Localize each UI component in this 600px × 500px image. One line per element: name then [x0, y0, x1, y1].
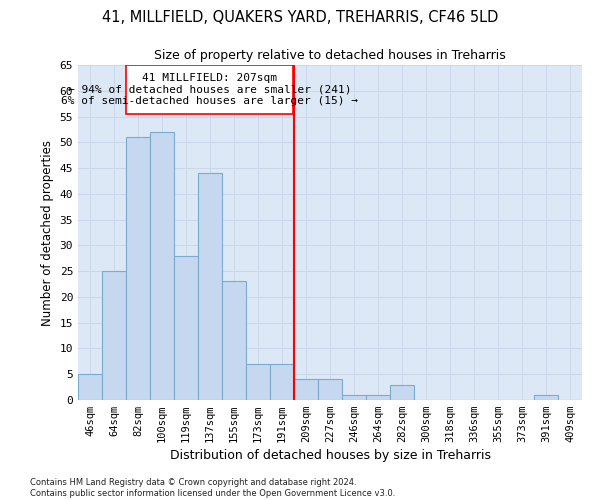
Bar [366, 395, 390, 400]
Bar [246, 364, 270, 400]
Bar [534, 395, 558, 400]
Bar [150, 132, 174, 400]
Bar [294, 380, 318, 400]
Y-axis label: Number of detached properties: Number of detached properties [41, 140, 54, 326]
Bar [126, 137, 150, 400]
Bar [270, 364, 294, 400]
Bar [318, 380, 342, 400]
Title: Size of property relative to detached houses in Treharris: Size of property relative to detached ho… [154, 50, 506, 62]
Text: 41 MILLFIELD: 207sqm
← 94% of detached houses are smaller (241)
6% of semi-detac: 41 MILLFIELD: 207sqm ← 94% of detached h… [61, 73, 358, 106]
Bar [102, 271, 126, 400]
Bar [342, 395, 366, 400]
Bar [390, 384, 414, 400]
Text: Contains HM Land Registry data © Crown copyright and database right 2024.
Contai: Contains HM Land Registry data © Crown c… [30, 478, 395, 498]
Bar [78, 374, 102, 400]
Text: 41, MILLFIELD, QUAKERS YARD, TREHARRIS, CF46 5LD: 41, MILLFIELD, QUAKERS YARD, TREHARRIS, … [102, 10, 498, 25]
Bar [174, 256, 198, 400]
Bar [222, 282, 246, 400]
Bar [198, 173, 222, 400]
Bar [126, 65, 293, 114]
X-axis label: Distribution of detached houses by size in Treharris: Distribution of detached houses by size … [170, 450, 491, 462]
